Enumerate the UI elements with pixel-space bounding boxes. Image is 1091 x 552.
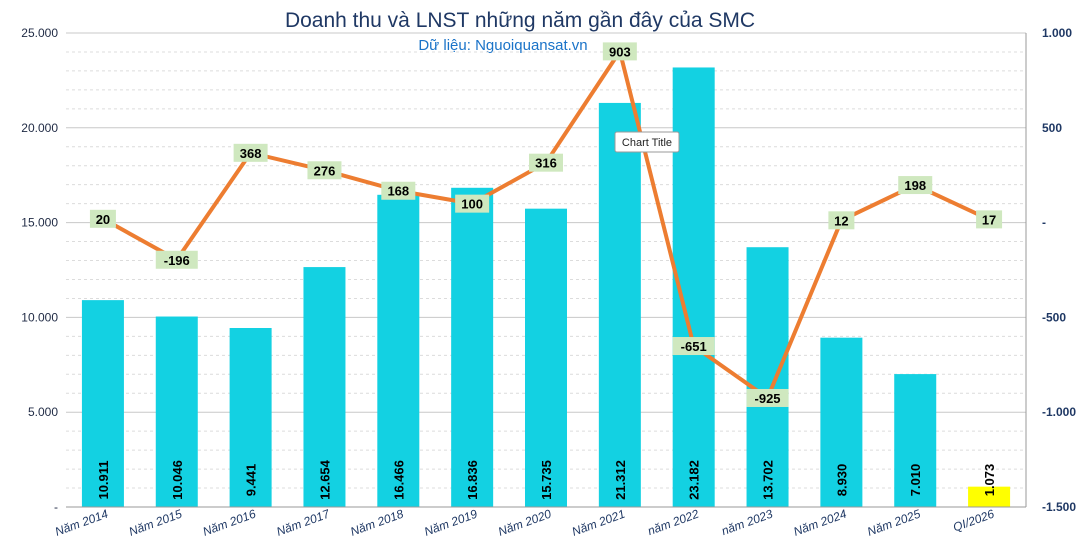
x-axis-tick-label: Năm 2017 — [275, 506, 333, 539]
line-data-label: 12 — [834, 213, 848, 228]
line-data-label-bg — [672, 337, 715, 356]
bar-data-labels: 10.911 10.046 9.441 12.654 16.466 16.836 15.73… — [96, 459, 997, 500]
bar — [229, 327, 272, 507]
line-data-label-bg — [381, 181, 416, 200]
line-data-label-bg — [828, 211, 855, 230]
bar — [155, 316, 198, 507]
bar — [820, 337, 863, 507]
line-data-label: 198 — [904, 178, 926, 193]
x-axis-tick-label: Năm 2018 — [349, 507, 406, 539]
bar — [377, 194, 420, 508]
bar-data-label: 10.046 — [170, 460, 185, 500]
bar — [598, 102, 641, 508]
bar-data-label: 1.073 — [982, 464, 997, 497]
bar-data-label: 10.911 — [96, 460, 111, 499]
x-axis-tick-label: Năm 2020 — [496, 507, 553, 539]
line-data-label: -925 — [755, 391, 781, 406]
chart-tooltip: Chart Title — [614, 131, 680, 153]
bar-data-label: 16.836 — [465, 460, 480, 500]
x-axis-tick-label: Năm 2014 — [53, 507, 110, 539]
line-data-label-bg — [529, 153, 563, 172]
line-data-label: -651 — [681, 339, 707, 354]
right-axis-tick-label: 500 — [1042, 121, 1062, 135]
bar-data-label: 9.441 — [244, 464, 259, 497]
left-axis-tick-label: - — [54, 500, 58, 514]
bar-data-label: 7.010 — [908, 464, 923, 497]
bar — [894, 374, 937, 507]
bar-data-label: 16.466 — [391, 460, 406, 500]
bar-data-label: 13.702 — [761, 460, 776, 500]
left-axis-tick-label: 25.000 — [21, 26, 58, 40]
x-axis-tick-label: Năm 2025 — [865, 507, 922, 539]
line-data-label-bg — [976, 210, 1003, 229]
line-data-label-bg — [233, 143, 268, 162]
bar-data-label: 21.312 — [613, 460, 628, 500]
left-axis-tick-label: 10.000 — [21, 310, 58, 324]
line-data-label: 276 — [314, 163, 336, 178]
right-axis-tick-label: -500 — [1042, 310, 1066, 324]
bar — [81, 300, 124, 507]
bar — [746, 247, 789, 507]
line-data-label: 168 — [387, 184, 409, 199]
line-data-label: -196 — [164, 253, 190, 268]
line-data-label: 903 — [609, 44, 631, 59]
bar — [303, 267, 346, 507]
line-data-label-bg — [155, 250, 198, 269]
line-data-label-bg — [89, 209, 116, 228]
line-data-label-bg — [898, 176, 933, 195]
line-data-label: 368 — [240, 146, 262, 161]
line-data-label-bg — [746, 388, 789, 407]
tooltip-text: Chart Title — [622, 137, 672, 149]
left-axis-tick-label: 15.000 — [21, 216, 58, 230]
left-axis-tick-label: 20.000 — [21, 121, 58, 135]
x-axis-tick-label: Năm 2015 — [127, 507, 184, 539]
bar — [968, 486, 1011, 507]
line-data-label-bg — [307, 161, 342, 180]
bar-data-label: 15.735 — [539, 460, 554, 500]
line-data-label: 17 — [982, 212, 996, 227]
line-data-label: 316 — [535, 156, 557, 171]
right-axis-tick-label: -1.500 — [1042, 500, 1076, 514]
x-axis-tick-label: năm 2022 — [646, 507, 701, 539]
left-axis-tick-label: 5.000 — [28, 405, 58, 419]
x-axis-tick-label: năm 2023 — [720, 507, 775, 539]
line-data-label-bg — [455, 194, 490, 213]
x-axis-tick-label: Năm 2021 — [570, 507, 627, 539]
bar-data-label: 12.654 — [317, 459, 332, 500]
bar-data-label: 23.182 — [687, 460, 702, 500]
line-data-label: 100 — [461, 197, 483, 212]
right-axis-tick-label: - — [1042, 216, 1046, 230]
x-axis-tick-label: Năm 2024 — [792, 507, 849, 539]
bar-data-label: 8.930 — [834, 464, 849, 497]
line-data-label: 20 — [96, 212, 110, 227]
chart-title: Doanh thu và LNST những năm gần đây của … — [285, 9, 755, 32]
line-data-labels: 20 -196 368 276 168 100 316 903 -651 -925 12 198 17 — [89, 42, 1003, 407]
line-data-label-bg — [602, 42, 637, 61]
chart-subtitle: Dữ liệu: Nguoiquansat.vn — [418, 37, 587, 54]
right-axis-tick-label: 1.000 — [1042, 26, 1072, 40]
bar — [525, 208, 567, 507]
x-axis-tick-label: QI/2026 — [951, 507, 996, 535]
x-axis-tick-label: Năm 2016 — [201, 507, 258, 539]
x-axis-tick-label: Năm 2019 — [422, 507, 479, 539]
bar-series — [81, 67, 1011, 508]
right-axis-tick-label: -1.000 — [1042, 405, 1076, 419]
tooltip-box — [614, 131, 680, 153]
bar — [451, 187, 494, 508]
